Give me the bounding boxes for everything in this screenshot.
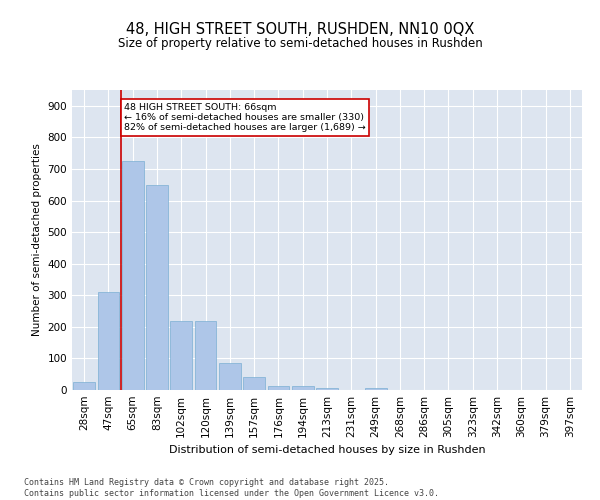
Y-axis label: Number of semi-detached properties: Number of semi-detached properties [32,144,42,336]
Bar [97,292,119,390]
Text: Size of property relative to semi-detached houses in Rushden: Size of property relative to semi-detach… [118,38,482,51]
Bar [122,161,143,390]
Bar [194,320,217,390]
Bar [170,320,192,390]
Bar [219,363,241,390]
Bar [268,386,289,390]
X-axis label: Distribution of semi-detached houses by size in Rushden: Distribution of semi-detached houses by … [169,446,485,456]
Bar [243,378,265,390]
Text: 48 HIGH STREET SOUTH: 66sqm
← 16% of semi-detached houses are smaller (330)
82% : 48 HIGH STREET SOUTH: 66sqm ← 16% of sem… [124,102,366,132]
Text: 48, HIGH STREET SOUTH, RUSHDEN, NN10 0QX: 48, HIGH STREET SOUTH, RUSHDEN, NN10 0QX [126,22,474,38]
Bar [365,388,386,390]
Bar [292,386,314,390]
Bar [146,184,168,390]
Bar [316,388,338,390]
Bar [73,382,95,390]
Text: Contains HM Land Registry data © Crown copyright and database right 2025.
Contai: Contains HM Land Registry data © Crown c… [24,478,439,498]
